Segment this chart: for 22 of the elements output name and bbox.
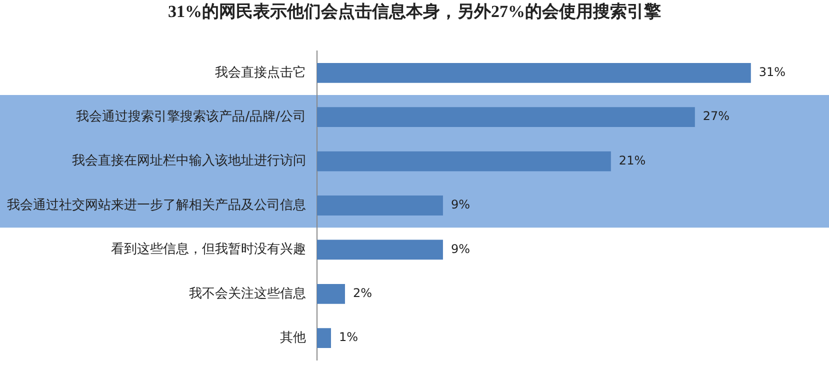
y-tick-label: 其他 [280,330,306,346]
chart-title: 31%的网民表示他们会点击信息本身，另外27%的会使用搜索引擎 [167,1,662,23]
y-tick-label: 我会通过社交网站来进一步了解相关产品及公司信息 [7,196,306,213]
bar [317,62,751,83]
data-label: 1% [338,330,358,344]
bar [317,151,611,172]
data-label: 31% [758,65,786,80]
bar [317,196,443,216]
data-label: 9% [450,198,470,212]
data-label: 27% [702,109,730,124]
y-tick-label: 我会通过搜索引擎搜索该产品/品牌/公司 [76,108,306,124]
bar [317,240,443,260]
data-label: 2% [352,286,372,300]
y-tick-label: 我会直接点击它 [215,64,306,80]
bar [317,284,345,304]
bar [317,328,331,348]
y-tick-label: 看到这些信息，但我暂时没有兴趣 [111,242,306,258]
bar [317,107,695,128]
y-tick-label: 我不会关注这些信息 [189,286,306,302]
data-label: 9% [450,242,470,256]
y-tick-label: 我会直接在网址栏中输入该地址进行访问 [72,152,306,169]
data-label: 21% [618,153,646,168]
